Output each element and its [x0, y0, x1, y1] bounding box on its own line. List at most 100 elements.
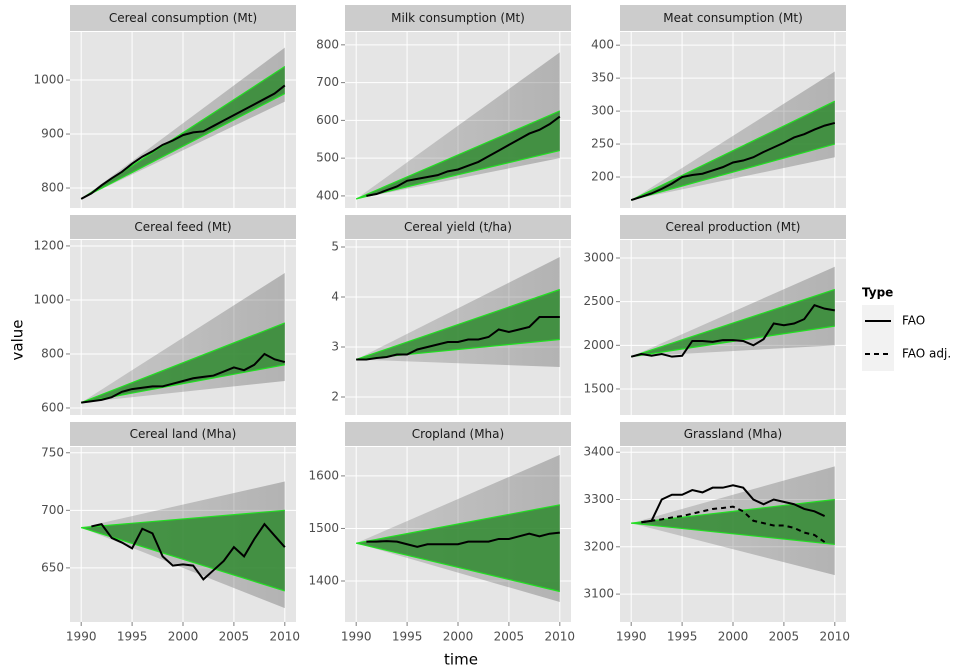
x-axis-title: time: [444, 651, 478, 668]
y-tick-label: 700: [316, 75, 339, 89]
y-tick-label: 2500: [583, 294, 614, 308]
strip: [345, 422, 571, 446]
series-line: [356, 316, 560, 361]
y-axis-title: value: [9, 320, 27, 361]
band-edge: [80, 93, 286, 200]
x-tick-label: 1995: [117, 630, 148, 644]
band-edge: [356, 288, 560, 361]
x-tick-label: 2005: [219, 630, 250, 644]
y-tick-label: 2: [331, 390, 339, 404]
strip: [345, 5, 571, 31]
x-tick-label: 1990: [616, 630, 647, 644]
series-line: [641, 484, 826, 524]
x-tick-label: 2005: [494, 630, 525, 644]
y-tick-label: 350: [591, 71, 614, 85]
legend-label: FAO: [902, 314, 925, 328]
panel-title: Cereal land (Mha): [130, 427, 237, 441]
x-tick-label: 1990: [341, 630, 372, 644]
y-tick-label: 400: [316, 188, 339, 202]
y-tick-label: 600: [41, 400, 64, 414]
band-edge: [356, 150, 560, 200]
strip: [70, 5, 296, 31]
x-tick-label: 2010: [545, 630, 576, 644]
strip: [620, 422, 846, 446]
y-tick-label: 650: [41, 560, 64, 574]
y-tick-label: 3100: [583, 587, 614, 601]
panel-title: Cereal production (Mt): [666, 220, 801, 234]
y-tick-label: 4: [331, 290, 339, 304]
x-tick-label: 1995: [667, 630, 698, 644]
strip: [345, 215, 571, 239]
legend-label: FAO adj.: [902, 347, 951, 361]
band-edge: [630, 100, 836, 201]
series-line: [80, 84, 286, 200]
series-line: [630, 303, 835, 358]
y-tick-label: 1600: [308, 468, 339, 482]
x-tick-label: 1995: [392, 630, 423, 644]
strip: [620, 5, 846, 31]
y-tick-label: 1500: [308, 521, 339, 535]
panel-title: Cereal yield (t/ha): [404, 220, 512, 234]
y-tick-label: 200: [591, 170, 614, 184]
spread-fan: [631, 71, 835, 201]
band-edge: [631, 288, 835, 358]
series-line: [630, 121, 836, 202]
y-tick-label: 1000: [33, 292, 64, 306]
band-edge: [356, 542, 560, 593]
band-edge: [356, 504, 560, 544]
y-tick-label: 250: [591, 137, 614, 151]
x-tick-label: 2010: [270, 630, 301, 644]
band-edge: [355, 110, 561, 200]
band-edge: [80, 322, 286, 404]
series-line: [366, 531, 560, 548]
x-tick-label: 2005: [769, 630, 800, 644]
band-fill: [356, 504, 560, 592]
y-tick-label: 3000: [583, 250, 614, 264]
panel-title: Milk consumption (Mt): [391, 11, 525, 25]
strip: [620, 215, 846, 239]
band-edge: [631, 143, 835, 201]
panel-title: Cereal feed (Mt): [134, 220, 231, 234]
y-tick-label: 700: [41, 503, 64, 517]
legend-title: Type: [862, 286, 893, 300]
y-tick-label: 300: [591, 104, 614, 118]
band-fill: [81, 510, 285, 591]
x-tick-label: 2000: [168, 630, 199, 644]
band-edge: [81, 509, 285, 529]
panel-title: Cropland (Mha): [412, 427, 504, 441]
y-tick-label: 1000: [33, 73, 64, 87]
y-tick-label: 3: [331, 340, 339, 354]
y-tick-label: 400: [591, 38, 614, 52]
y-tick-label: 750: [41, 445, 64, 459]
band-fill: [631, 499, 835, 545]
y-tick-label: 3300: [583, 492, 614, 506]
strip: [70, 422, 296, 446]
band-edge: [631, 522, 835, 546]
y-tick-label: 600: [316, 113, 339, 127]
x-tick-label: 2000: [443, 630, 474, 644]
band-edge: [81, 527, 285, 592]
y-tick-label: 5: [331, 240, 339, 254]
y-tick-label: 2000: [583, 338, 614, 352]
y-tick-label: 900: [41, 127, 64, 141]
spread-fan: [81, 47, 285, 199]
x-tick-label: 2010: [820, 630, 851, 644]
panel-title: Cereal consumption (Mt): [109, 11, 257, 25]
panel-title: Meat consumption (Mt): [663, 11, 803, 25]
y-tick-label: 1200: [33, 238, 64, 252]
series-line: [81, 352, 286, 404]
y-tick-label: 800: [316, 37, 339, 51]
y-tick-label: 3200: [583, 539, 614, 553]
x-tick-label: 2000: [718, 630, 749, 644]
x-tick-label: 1990: [66, 630, 97, 644]
series-line: [366, 115, 561, 197]
y-tick-label: 1500: [583, 381, 614, 395]
y-tick-label: 500: [316, 151, 339, 165]
band-edge: [631, 325, 835, 358]
panel-title: Grassland (Mha): [684, 427, 783, 441]
y-tick-label: 800: [41, 181, 64, 195]
strip: [70, 215, 296, 239]
y-tick-label: 800: [41, 346, 64, 360]
band-edge: [631, 498, 835, 524]
